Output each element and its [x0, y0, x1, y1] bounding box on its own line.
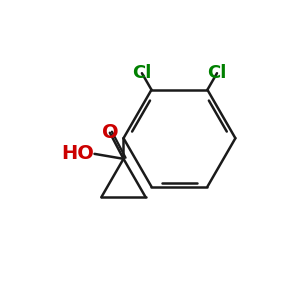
- Text: O: O: [101, 123, 118, 142]
- Text: Cl: Cl: [132, 64, 152, 82]
- Text: HO: HO: [61, 144, 94, 164]
- Text: Cl: Cl: [207, 64, 227, 82]
